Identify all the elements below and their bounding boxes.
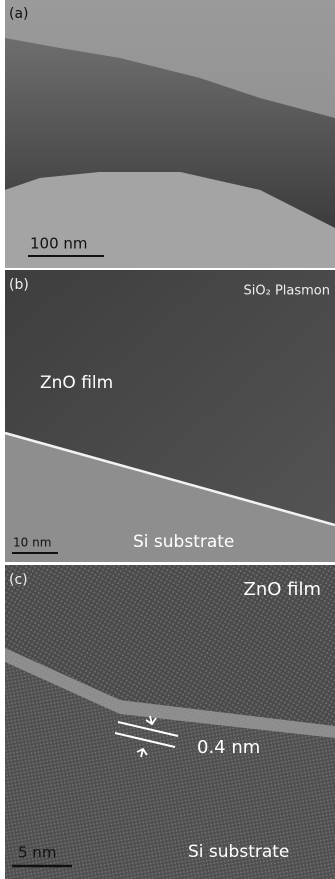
annotation: ZnO film <box>40 373 113 393</box>
figure: (a) 100 nm (b) SiO₂ Plasmon ZnO film Si … <box>0 0 335 879</box>
scale-bar-label: 5 nm <box>18 844 56 862</box>
annotation: Si substrate <box>188 842 289 862</box>
annotation: Si substrate <box>133 532 234 552</box>
panel-label: (b) <box>9 277 29 293</box>
annotation: 0.4 nm <box>197 737 260 758</box>
scale-bar-label: 10 nm <box>13 536 51 550</box>
panel-label: (a) <box>9 6 29 22</box>
scale-bar-label: 100 nm <box>30 235 88 253</box>
annotation: ZnO film <box>243 579 321 600</box>
panel-b: (b) SiO₂ Plasmon ZnO film Si substrate 1… <box>5 270 335 562</box>
annotation: SiO₂ Plasmon <box>244 284 331 299</box>
panel-label: (c) <box>9 572 28 588</box>
panel-a: (a) 100 nm <box>5 0 335 268</box>
panel-c: (c) ZnO film 0.4 nm Si substrate 5 nm <box>5 565 335 879</box>
